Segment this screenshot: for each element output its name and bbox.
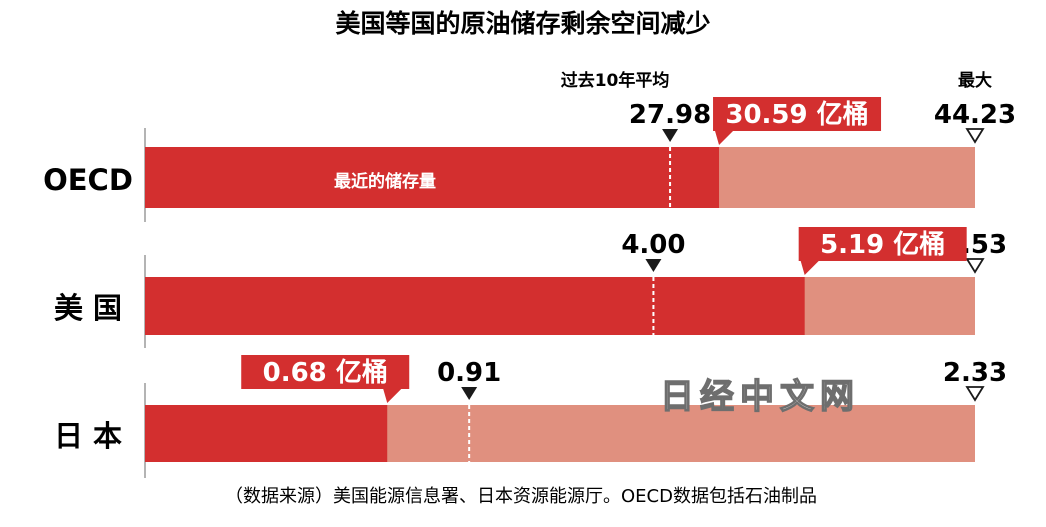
- chart-title: 美国等国的原油储存剩余空间减少: [335, 9, 710, 38]
- stored-callout-pointer-japan: [383, 389, 402, 403]
- stored-bar-japan: [145, 405, 388, 462]
- avg-marker-icon-oecd: [662, 129, 679, 142]
- stored-series-label: 最近的储存量: [334, 171, 436, 192]
- avg-series-label: 过去10年平均: [561, 70, 670, 91]
- source-note: （数据来源）美国能源信息署、日本资源能源厅。OECD数据包括石油制品: [225, 486, 817, 507]
- stored-callout-box-us: [798, 227, 967, 261]
- stored-callout-pointer-us: [800, 261, 819, 275]
- avg-marker-icon-japan: [461, 387, 478, 400]
- max-marker-icon-oecd: [965, 128, 985, 144]
- stored-bar-oecd: [145, 147, 720, 208]
- max-value-japan: 2.33: [943, 358, 1007, 388]
- stored-callout-box-oecd: [713, 97, 882, 131]
- avg-value-us: 4.00: [621, 230, 685, 260]
- stored-bar-us: [145, 277, 805, 335]
- avg-marker-icon-us: [645, 259, 662, 272]
- max-series-label: 最大: [958, 70, 992, 91]
- stored-value-japan: 0.68 亿桶: [263, 357, 388, 388]
- category-label-japan: 日 本: [54, 419, 122, 453]
- stored-value-oecd: 30.59 亿桶: [725, 99, 868, 130]
- stored-callout-pointer-oecd: [715, 131, 734, 145]
- avg-value-japan: 0.91: [437, 358, 501, 388]
- avg-value-oecd: 27.98: [629, 100, 711, 130]
- max-marker-icon-us: [965, 258, 985, 274]
- max-value-oecd: 44.23: [934, 100, 1016, 130]
- max-marker-icon-japan: [965, 386, 985, 402]
- stored-value-us: 5.19 亿桶: [820, 229, 945, 260]
- watermark-logo: 日经中文网: [660, 377, 860, 417]
- category-label-us: 美 国: [54, 291, 122, 325]
- category-label-oecd: OECD: [43, 163, 133, 197]
- stored-callout-box-japan: [241, 355, 410, 389]
